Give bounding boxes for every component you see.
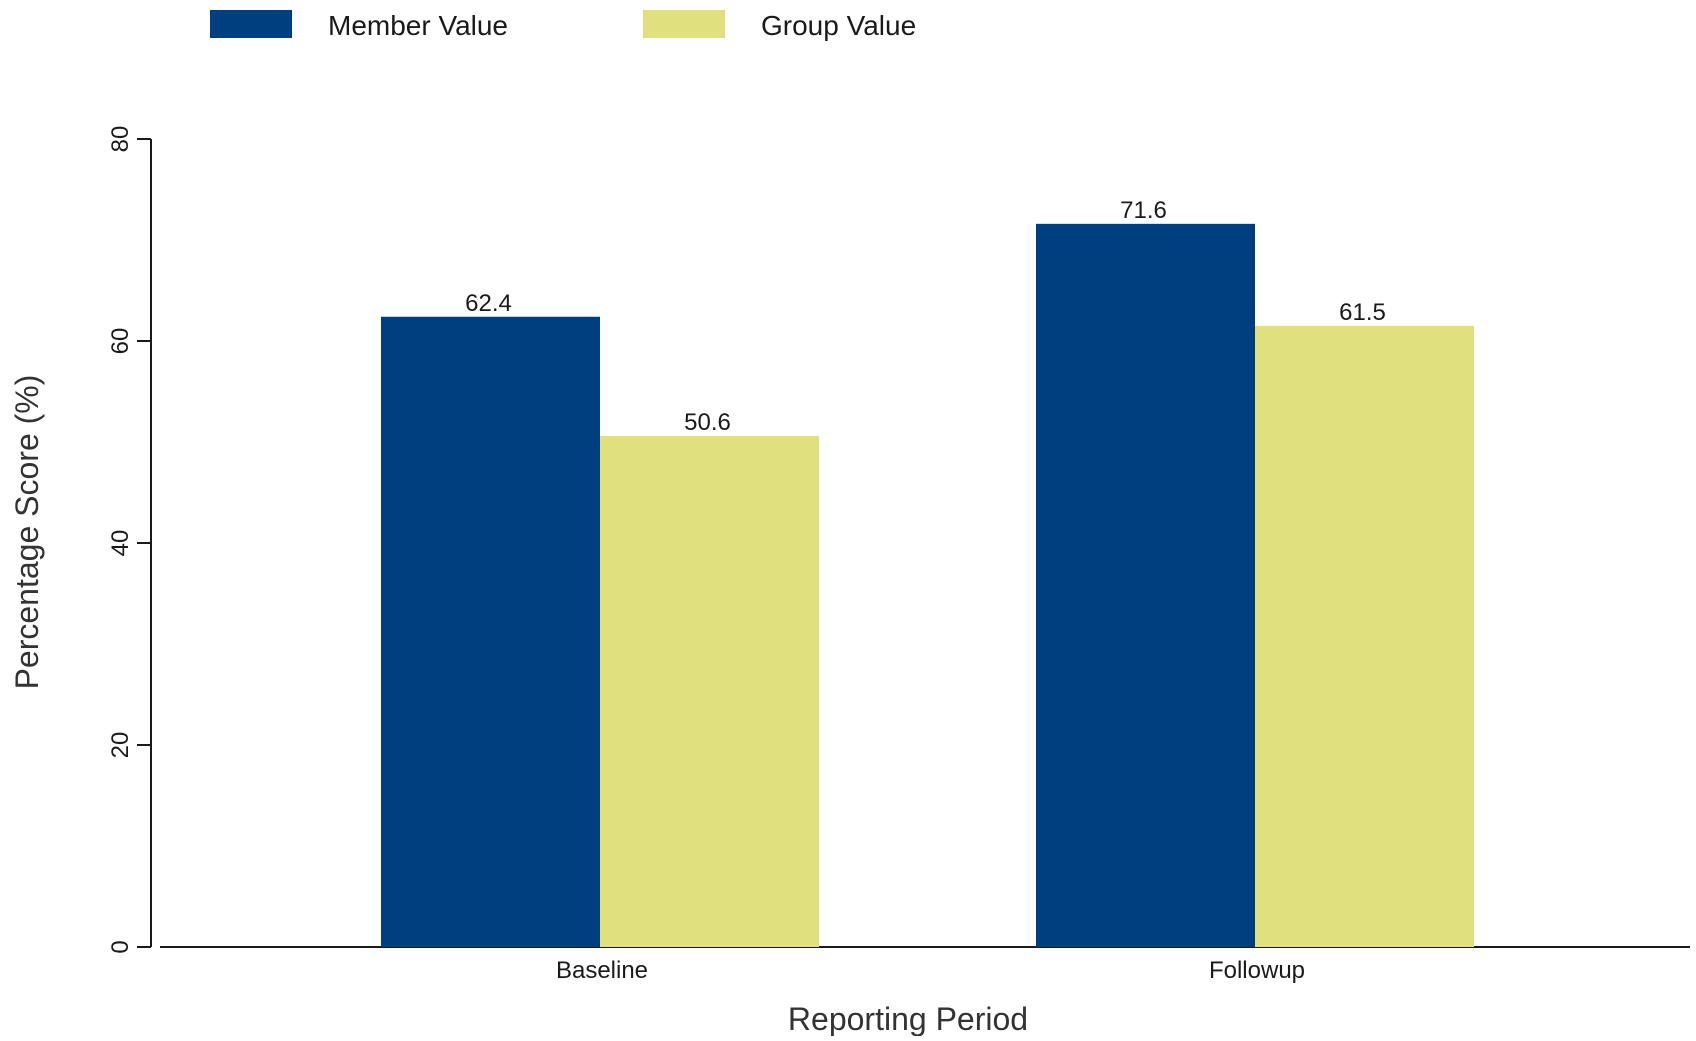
bar-followup-member xyxy=(1036,223,1255,948)
x-axis-title: Reporting Period xyxy=(788,1001,1028,1036)
data-label: 50.6 xyxy=(684,409,731,436)
y-axis-title: Percentage Score (%) xyxy=(9,375,45,690)
data-labels: 62.4 50.6 71.6 61.5 xyxy=(465,197,1386,436)
y-tick-label: 0 xyxy=(107,940,134,953)
bars xyxy=(381,223,1474,948)
legend-label-2: Group Value xyxy=(761,10,916,41)
data-label: 71.6 xyxy=(1120,197,1167,224)
legend: Member Value Group Value xyxy=(210,10,916,41)
bar-baseline-member xyxy=(381,316,600,947)
y-tick-label: 20 xyxy=(107,732,134,759)
x-tick-label: Baseline xyxy=(556,957,648,984)
bar-baseline-group xyxy=(600,435,819,947)
y-ticks: 0 20 40 60 80 xyxy=(107,126,151,954)
legend-swatch-1 xyxy=(210,10,292,38)
legend-swatch-2 xyxy=(643,10,725,38)
data-label: 62.4 xyxy=(465,290,512,317)
legend-label-1: Member Value xyxy=(328,10,508,41)
x-tick-label: Followup xyxy=(1209,957,1305,984)
y-tick-label: 40 xyxy=(107,530,134,557)
x-tick-labels: Baseline Followup xyxy=(556,957,1305,984)
y-tick-label: 60 xyxy=(107,328,134,355)
bar-followup-group xyxy=(1255,325,1474,948)
y-tick-label: 80 xyxy=(107,126,134,153)
data-label: 61.5 xyxy=(1339,299,1386,326)
